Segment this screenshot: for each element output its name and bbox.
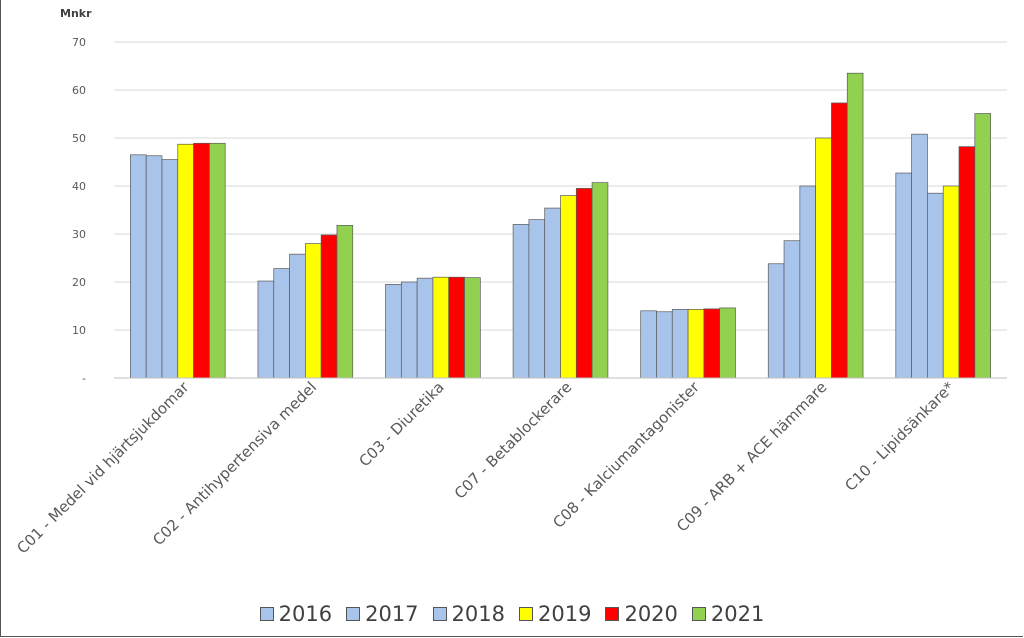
bar [974, 113, 991, 379]
legend-swatch [346, 607, 361, 621]
x-category-label: C03 - Diuretika [356, 378, 448, 470]
chart-legend: 2016 2017 2018 2019 2020 2021 [0, 596, 1024, 632]
bar [942, 185, 960, 379]
bar [528, 219, 546, 379]
y-tick-label: 60 [72, 84, 86, 97]
bar [640, 310, 657, 379]
legend-item: 2019 [519, 602, 591, 626]
bar [448, 276, 465, 379]
bar [257, 280, 275, 379]
legend-swatch [432, 607, 447, 621]
bar [815, 137, 832, 379]
bar [209, 142, 226, 379]
bar [591, 182, 609, 379]
bar [432, 276, 450, 379]
legend-item: 2020 [605, 602, 678, 626]
x-category-label: C07 - Betablockerare [451, 378, 575, 502]
bar [719, 307, 736, 379]
x-category-label: C08 - Kalciumantagonister [549, 378, 703, 532]
bar [703, 308, 721, 379]
bar [799, 185, 816, 379]
legend-label: 2016 [278, 602, 333, 626]
y-tick-label: 50 [72, 132, 86, 145]
legend-item: 2018 [432, 602, 505, 626]
bar [177, 143, 194, 379]
bar [400, 281, 418, 379]
bar [846, 72, 864, 379]
y-tick-label: 20 [72, 276, 86, 289]
bar [575, 188, 593, 379]
legend-item: 2016 [259, 602, 333, 626]
bar [512, 224, 530, 379]
legend-label: 2017 [365, 602, 419, 626]
legend-item: 2021 [691, 602, 765, 626]
bar [464, 277, 481, 379]
x-category-label: C10 - Lipidsänkare* [841, 378, 958, 495]
legend-swatch [605, 607, 620, 621]
y-tick-label: - [82, 372, 86, 385]
bar [783, 240, 801, 379]
legend-swatch [519, 607, 533, 621]
bar [911, 133, 928, 379]
bar [416, 277, 434, 379]
y-tick-label: 10 [72, 324, 86, 337]
bar [671, 309, 689, 379]
bar [958, 146, 976, 379]
legend-label: 2018 [451, 602, 505, 626]
legend-label: 2019 [538, 602, 592, 626]
bar [130, 154, 147, 379]
bar [305, 243, 322, 379]
bar [161, 159, 179, 379]
legend-swatch [259, 607, 274, 621]
bar [273, 268, 290, 379]
legend-label: 2021 [710, 602, 765, 626]
bar [385, 284, 402, 379]
bar [193, 142, 210, 379]
bar [656, 311, 673, 379]
bar [927, 192, 944, 379]
bar [320, 234, 338, 379]
y-tick-label: 40 [72, 180, 86, 193]
y-tick-label: 70 [72, 36, 86, 49]
legend-label: 2020 [624, 602, 678, 626]
bar [145, 155, 163, 379]
bar [831, 102, 848, 379]
bar [895, 172, 912, 379]
legend-item: 2017 [346, 602, 419, 626]
y-axis-unit-label: Mnkr [60, 7, 92, 20]
bar [289, 253, 306, 379]
legend-swatch [691, 607, 706, 621]
bar [687, 309, 705, 379]
bar [544, 207, 561, 379]
x-category-label: C09 - ARB + ACE hämmare [673, 378, 830, 535]
bar [336, 225, 354, 379]
bar [767, 263, 785, 379]
y-tick-label: 30 [72, 228, 86, 241]
bar [560, 195, 577, 379]
